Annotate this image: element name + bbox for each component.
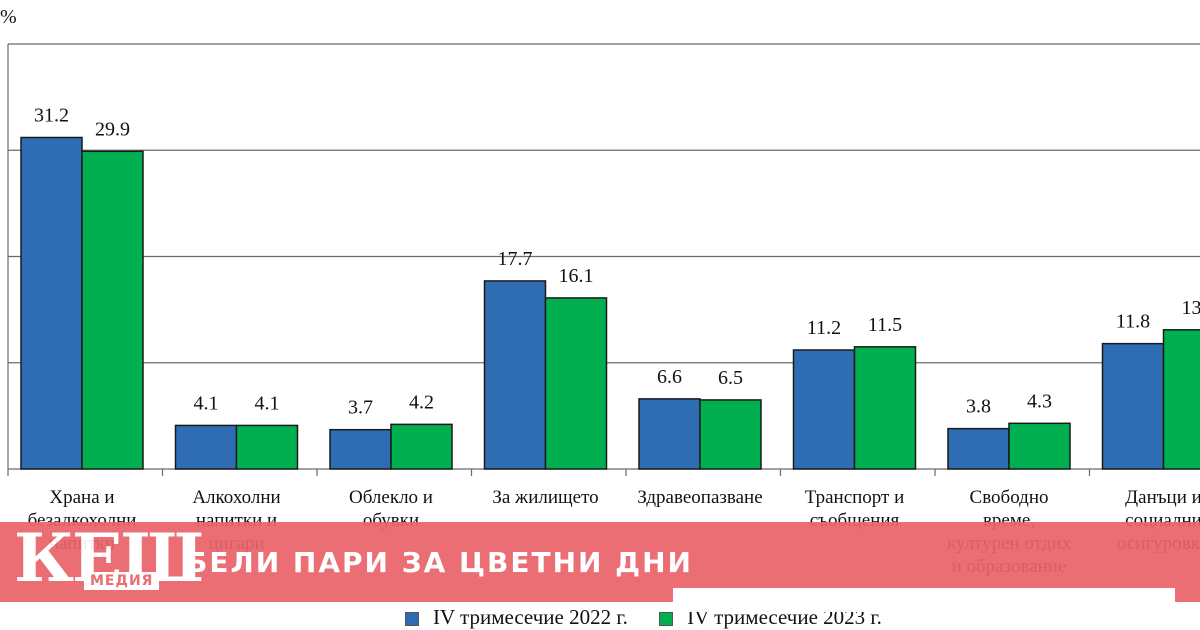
legend-label-2022: IV тримесечие 2022 г. (433, 605, 628, 629)
bar-2022 (1103, 344, 1164, 469)
data-label: 3.7 (348, 397, 373, 419)
data-label: 11.8 (1116, 311, 1150, 333)
data-label: 29.9 (95, 118, 130, 140)
data-label: 4.1 (255, 392, 280, 414)
bar-2022 (639, 399, 700, 469)
data-label: 17.7 (498, 248, 533, 270)
bar-2022 (176, 425, 237, 469)
bar-2023 (391, 424, 452, 469)
category-label: Здравеопазване (625, 486, 775, 509)
bar-2023 (546, 298, 607, 469)
data-label: 16.1 (559, 265, 594, 287)
bar-2022 (21, 138, 82, 470)
brand-logo: КЕШ МЕДИЯ (14, 530, 166, 594)
advertising-banner[interactable]: КЕШ МЕДИЯ БЕЛИ ПАРИ ЗА ЦВЕТНИ ДНИ (0, 522, 1200, 602)
category-label-line: Алкохолни (162, 486, 312, 509)
bar-2023 (237, 425, 298, 469)
category-label-line: Облекло и (316, 486, 466, 509)
category-label-line: Свободно (934, 486, 1084, 509)
data-label: 6.6 (657, 366, 682, 388)
data-label: 4.1 (194, 392, 219, 414)
bar-2022 (794, 350, 855, 469)
data-label: 6.5 (718, 367, 743, 389)
category-label: За жилището (471, 486, 621, 509)
data-label: 3.8 (966, 396, 991, 418)
category-label-line: За жилището (471, 486, 621, 509)
category-label-line: Транспорт и (780, 486, 930, 509)
category-label-line: Храна и (7, 486, 157, 509)
data-label: 13. (1182, 297, 1200, 319)
banner-slogan: БЕЛИ ПАРИ ЗА ЦВЕТНИ ДНИ (186, 546, 693, 579)
data-label: 11.2 (807, 317, 841, 339)
bar-2023 (1009, 423, 1070, 469)
bar-2022 (330, 430, 391, 469)
bar-2023 (1164, 330, 1200, 469)
legend-item-2022: IV тримесечие 2022 г. (405, 605, 628, 630)
legend-swatch-2023 (659, 612, 673, 626)
bar-2023 (82, 151, 143, 469)
y-axis-unit-label: % (0, 6, 17, 29)
bar-2022 (948, 429, 1009, 469)
brand-logo-subtext: МЕДИЯ (84, 572, 159, 590)
bar-2023 (700, 400, 761, 469)
category-label-line: Здравеопазване (625, 486, 775, 509)
data-label: 4.3 (1027, 390, 1052, 412)
data-label: 11.5 (868, 314, 902, 336)
banner-white-bar (673, 588, 1175, 612)
bar-2022 (485, 281, 546, 469)
category-label-line: Данъци и (1089, 486, 1200, 509)
legend-swatch-2022 (405, 612, 419, 626)
data-label: 31.2 (34, 105, 69, 127)
bar-2023 (855, 347, 916, 469)
data-label: 4.2 (409, 391, 434, 413)
